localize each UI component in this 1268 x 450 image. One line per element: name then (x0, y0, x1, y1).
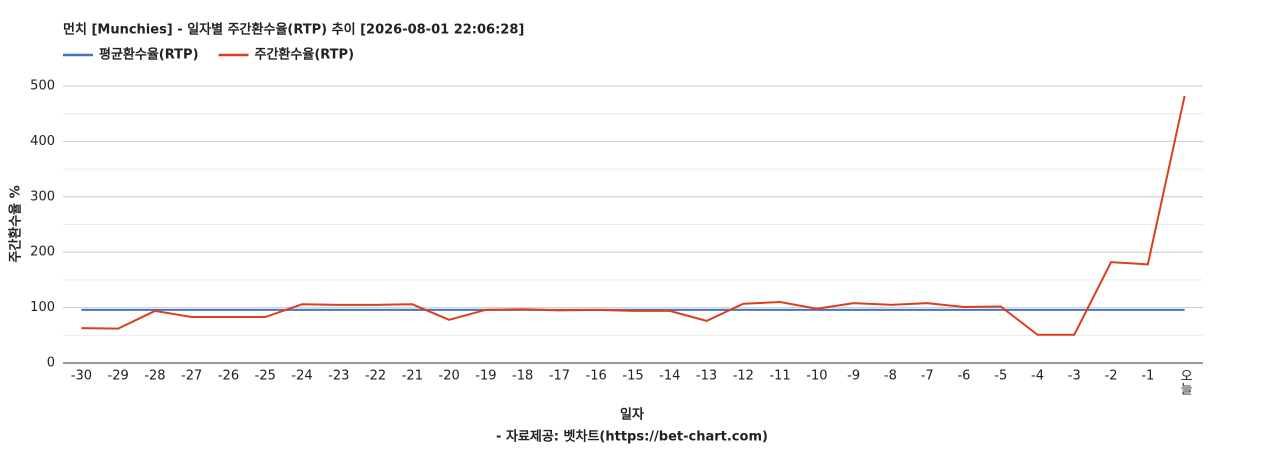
x-tick-label: -25 (255, 369, 276, 384)
chart-title: 먼치 [Munchies] - 일자별 주간환수율(RTP) 추이 [2026-… (63, 22, 524, 38)
x-tick-label: -12 (733, 369, 754, 384)
y-tick-label: 500 (30, 79, 55, 94)
x-tick-label: -29 (108, 369, 129, 384)
x-tick-label: -4 (1031, 369, 1044, 384)
footer: - 자료제공: 벳차트(https://bet-chart.com) (496, 429, 768, 445)
y-tick-label: 200 (30, 245, 55, 260)
x-tick-label: -5 (994, 369, 1007, 384)
y-axis-label: 주간환수율 % (8, 185, 24, 262)
x-tick-label: -23 (328, 369, 349, 384)
x-tick-label: -1 (1141, 369, 1154, 384)
x-tick-label: -7 (921, 369, 934, 384)
x-tick-label: -17 (549, 369, 570, 384)
x-tick-label: -11 (769, 369, 790, 384)
x-tick-label: -19 (475, 369, 496, 384)
y-tick-label: 300 (30, 189, 55, 204)
y-tick-label: 400 (30, 134, 55, 149)
x-tick-label: -2 (1105, 369, 1118, 384)
x-tick-label: -14 (659, 369, 680, 384)
x-tick-label: -10 (806, 369, 827, 384)
x-tick-label: -6 (957, 369, 970, 384)
x-tick-label: -8 (884, 369, 897, 384)
x-tick-label: -24 (291, 369, 312, 384)
legend-label: 평균환수율(RTP) (99, 47, 199, 63)
x-tick-label: -16 (586, 369, 607, 384)
series-line (81, 95, 1186, 336)
x-tick-label: -20 (439, 369, 460, 384)
x-tick-label: -27 (181, 369, 202, 384)
x-tick-label: -3 (1068, 369, 1081, 384)
x-tick-label: -15 (622, 369, 643, 384)
x-tick-label: -26 (218, 369, 239, 384)
x-tick-label: 오늘 (1177, 369, 1192, 395)
x-tick-label: -13 (696, 369, 717, 384)
x-tick-label: -28 (144, 369, 165, 384)
legend-label: 주간환수율(RTP) (255, 47, 355, 63)
x-tick-label: -9 (847, 369, 860, 384)
y-tick-label: 0 (47, 356, 55, 371)
x-tick-label: -21 (402, 369, 423, 384)
y-tick-label: 100 (30, 300, 55, 315)
x-tick-label: -22 (365, 369, 386, 384)
x-tick-label: -30 (71, 369, 92, 384)
x-axis-label: 일자 (620, 408, 644, 423)
x-tick-label: -18 (512, 369, 533, 384)
